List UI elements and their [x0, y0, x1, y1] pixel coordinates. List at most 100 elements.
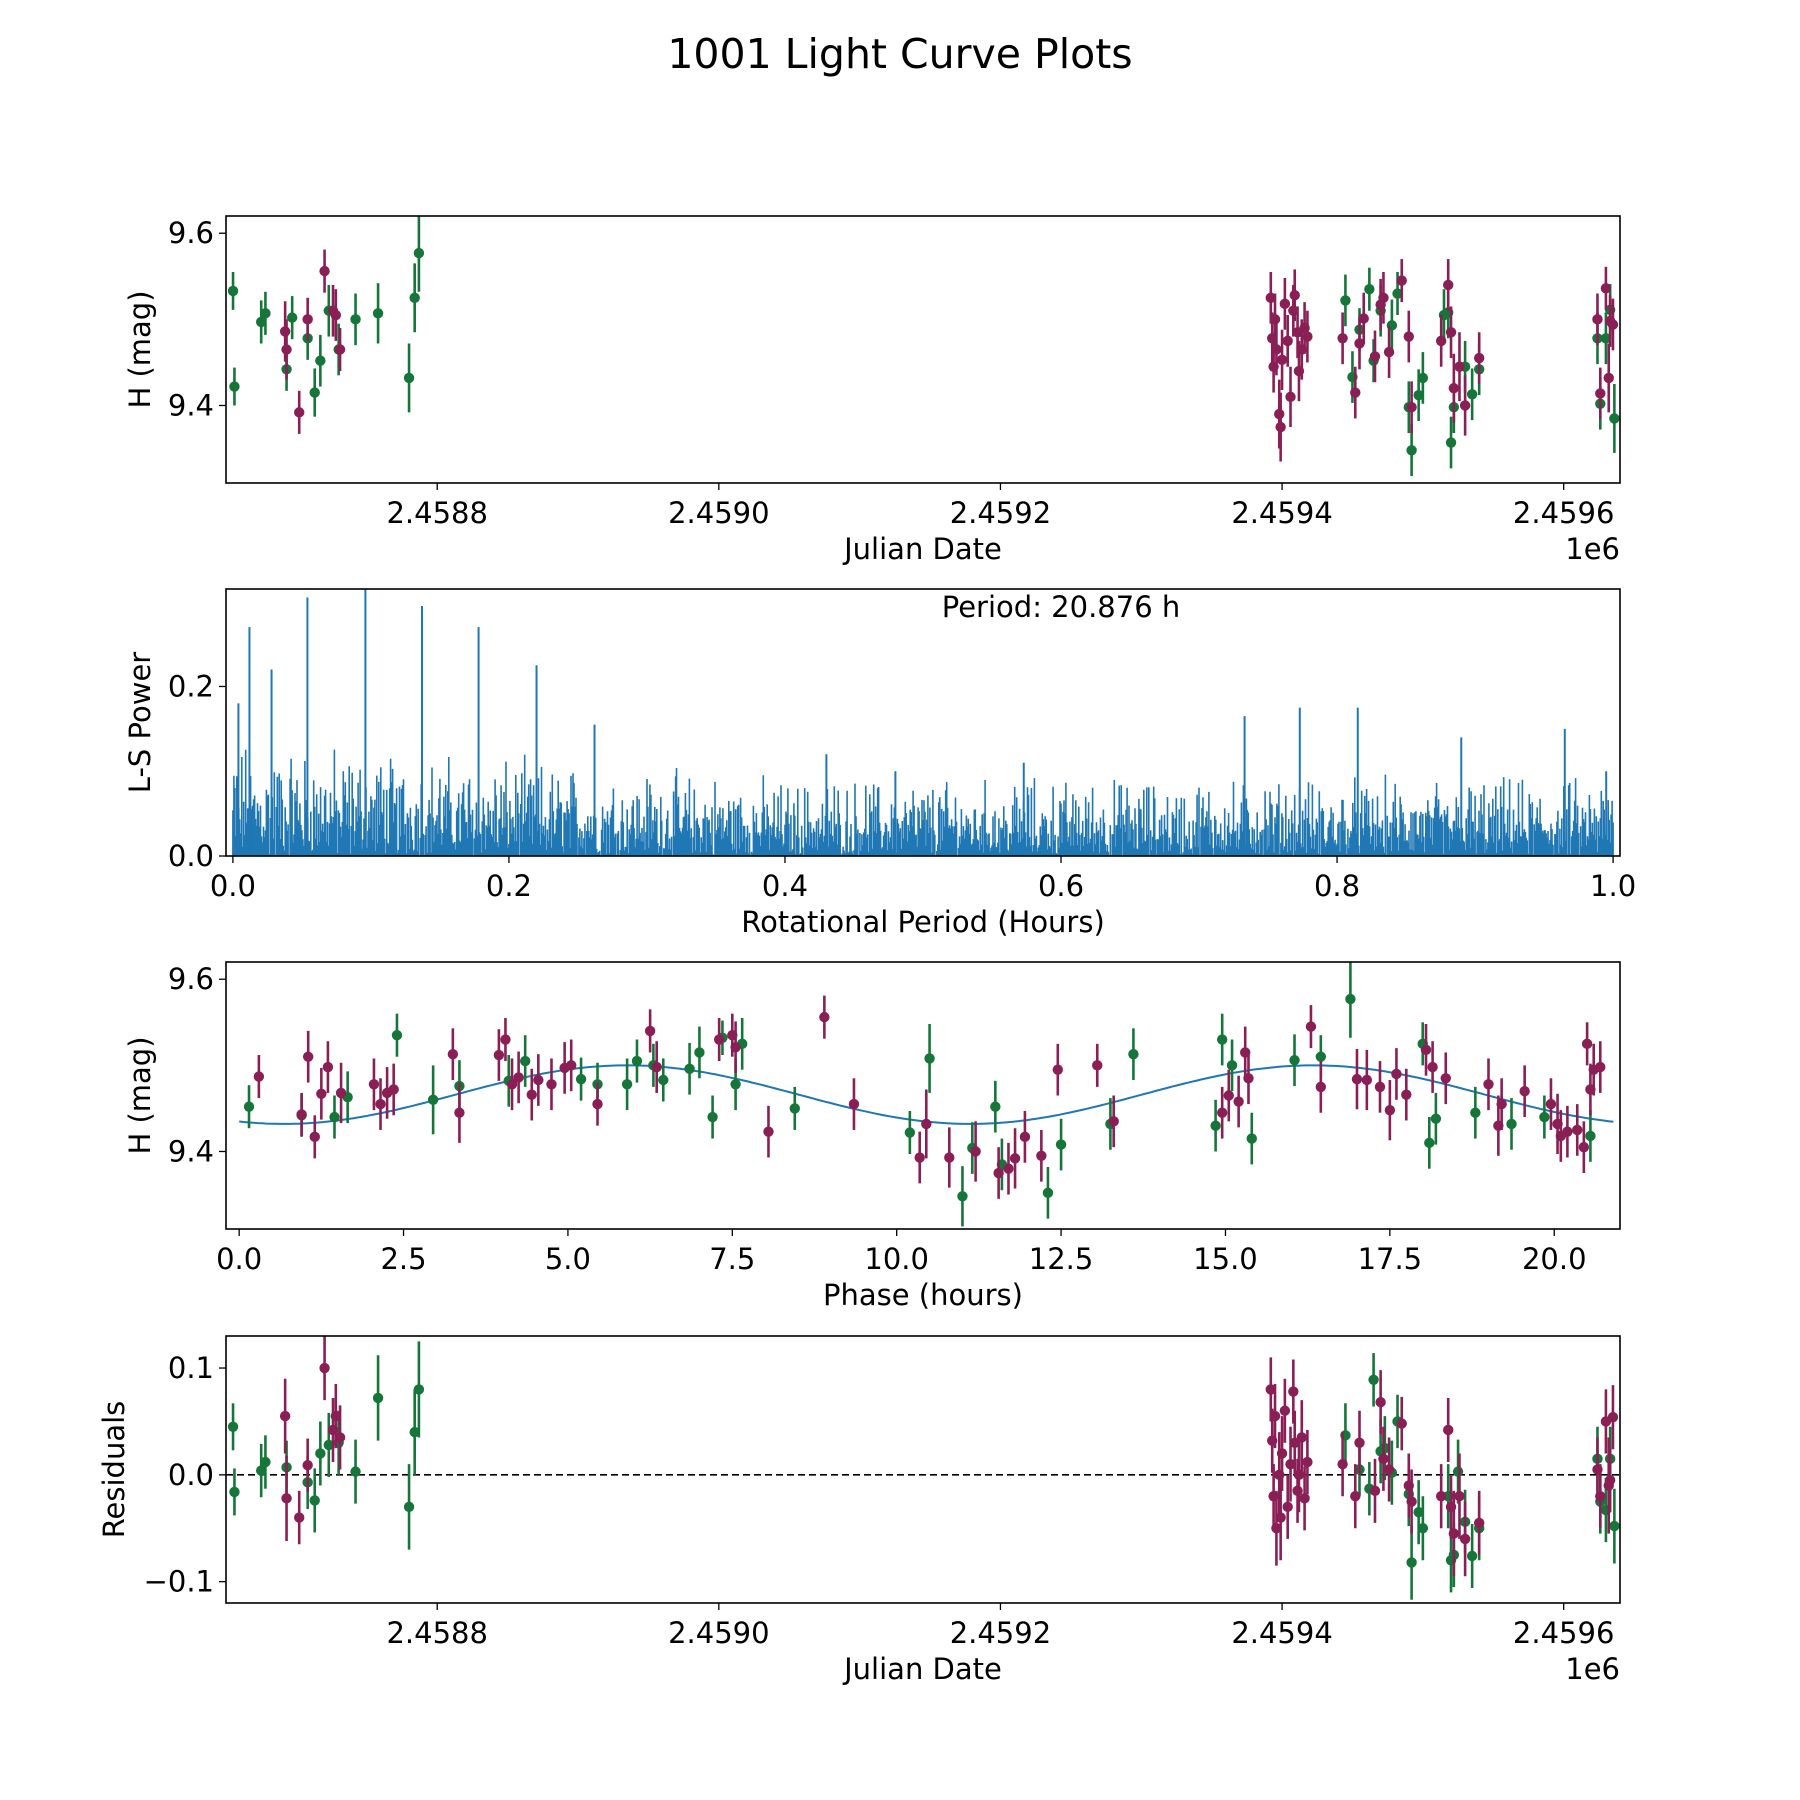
data-point-green	[1470, 1107, 1481, 1118]
x-tick-label: 0.0	[210, 869, 256, 903]
data-point-purple	[1454, 361, 1465, 372]
data-point-purple	[1003, 1163, 1014, 1174]
data-point-green	[957, 1191, 968, 1202]
periodogram-panel: L-S Power Rotational Period (Hours) Peri…	[123, 588, 1636, 939]
y-tick-label: 9.4	[168, 388, 214, 422]
data-point-purple	[1401, 1089, 1412, 1100]
x-tick-label: 2.4592	[950, 496, 1051, 530]
x-tick-label: 2.4596	[1513, 1616, 1614, 1650]
data-point-purple	[1289, 290, 1300, 301]
data-point-purple	[592, 1098, 603, 1110]
data-point-purple	[1350, 1491, 1361, 1502]
data-point-green	[1445, 437, 1457, 448]
data-point-purple	[1108, 1116, 1119, 1127]
y-tick-label: 9.4	[168, 1134, 214, 1168]
lightcurve-xlabel: Julian Date	[842, 532, 1002, 566]
data-point-green	[229, 381, 240, 392]
data-point-purple	[1483, 1079, 1494, 1090]
data-point-green	[684, 1063, 695, 1075]
data-point-purple	[253, 1071, 265, 1082]
data-point-purple	[1603, 372, 1614, 384]
data-point-purple	[1578, 1141, 1590, 1153]
residuals-panel: Residuals Julian Date 1e6 2.4588 2.4590 2.…	[97, 1335, 1621, 1686]
data-point-purple	[1369, 1485, 1381, 1497]
y-tick-label: 9.6	[168, 216, 214, 250]
data-point-purple	[1384, 1104, 1396, 1116]
data-point-purple	[279, 1410, 291, 1422]
data-point-purple	[644, 1025, 656, 1037]
data-point-purple	[1448, 383, 1460, 394]
data-point-green	[260, 1456, 271, 1468]
x-tick-label: 0.8	[1314, 869, 1360, 903]
data-point-green	[1413, 389, 1424, 401]
x-tick-label: 2.4588	[386, 496, 487, 530]
data-point-purple	[1454, 1491, 1465, 1502]
data-point-green	[243, 1101, 255, 1112]
data-point-purple	[1358, 313, 1369, 324]
residuals-x-offset: 1e6	[1565, 1652, 1620, 1686]
data-point-green	[1042, 1187, 1054, 1199]
period-annotation: Period: 20.876 h	[942, 590, 1181, 624]
data-point-green	[309, 387, 320, 398]
data-point-purple	[1374, 1081, 1386, 1093]
data-point-green	[1609, 413, 1620, 424]
data-point-purple	[1519, 1085, 1530, 1097]
data-point-purple	[1092, 1060, 1103, 1071]
data-point-green	[730, 1079, 741, 1090]
data-point-purple	[1275, 421, 1286, 433]
x-tick-label: 15.0	[1193, 1242, 1258, 1276]
data-point-purple	[368, 1079, 380, 1090]
data-point-green	[227, 1421, 239, 1432]
plot-area	[239, 962, 1614, 1227]
data-point-purple	[1369, 351, 1381, 362]
data-point-green	[1315, 1051, 1327, 1062]
data-point-green	[1452, 1466, 1464, 1477]
y-tick-label: 9.6	[168, 962, 214, 996]
data-point-purple	[713, 1034, 725, 1045]
data-point-green	[409, 1426, 420, 1438]
y-tick-label: 0.0	[168, 1458, 214, 1492]
data-point-green	[372, 1392, 384, 1404]
data-point-green	[789, 1103, 800, 1114]
data-point-purple	[1265, 1384, 1276, 1395]
data-point-purple	[279, 326, 291, 337]
data-point-purple	[296, 1109, 307, 1120]
data-point-green	[1364, 284, 1375, 295]
data-point-purple	[1562, 1126, 1573, 1137]
data-point-green	[413, 247, 425, 259]
data-point-purple	[1337, 1458, 1348, 1470]
data-point-purple	[1282, 335, 1293, 347]
periodogram-ylabel: L-S Power	[123, 652, 157, 793]
data-point-green	[350, 314, 361, 325]
axes-frame	[225, 961, 1621, 1230]
data-point-purple	[1223, 1090, 1234, 1101]
data-point-green	[694, 1047, 705, 1058]
plot-area	[226, 1336, 1620, 1600]
data-point-green	[403, 372, 415, 384]
data-point-purple	[388, 1084, 399, 1095]
lightcurve-x-offset: 1e6	[1565, 532, 1620, 566]
lightcurve-panel: H (mag) Julian Date 1e6 2.4588 2.4590 2.45…	[123, 215, 1621, 566]
data-point-purple	[1351, 1073, 1363, 1085]
x-tick-label: 2.4590	[668, 496, 769, 530]
data-point-purple	[1375, 1397, 1386, 1408]
data-point-purple	[1581, 1038, 1593, 1050]
data-point-purple	[513, 1072, 524, 1083]
data-point-purple	[319, 1362, 330, 1374]
periodogram-xlabel: Rotational Period (Hours)	[741, 905, 1105, 939]
data-point-green	[1406, 445, 1417, 456]
plot-area	[227, 216, 1620, 477]
data-point-purple	[1595, 388, 1606, 399]
data-point-purple	[1403, 331, 1414, 342]
data-point-purple	[1337, 333, 1348, 344]
x-tick-label: 20.0	[1522, 1242, 1587, 1276]
x-tick-label: 2.4592	[950, 1616, 1051, 1650]
x-tick-label: 2.4594	[1231, 496, 1332, 530]
data-point-purple	[1440, 1073, 1451, 1084]
data-point-purple	[1406, 402, 1417, 413]
data-point-purple	[1420, 1044, 1432, 1056]
x-tick-label: 5.0	[545, 1242, 591, 1276]
data-point-purple	[1233, 1096, 1244, 1107]
data-point-purple	[970, 1146, 981, 1157]
